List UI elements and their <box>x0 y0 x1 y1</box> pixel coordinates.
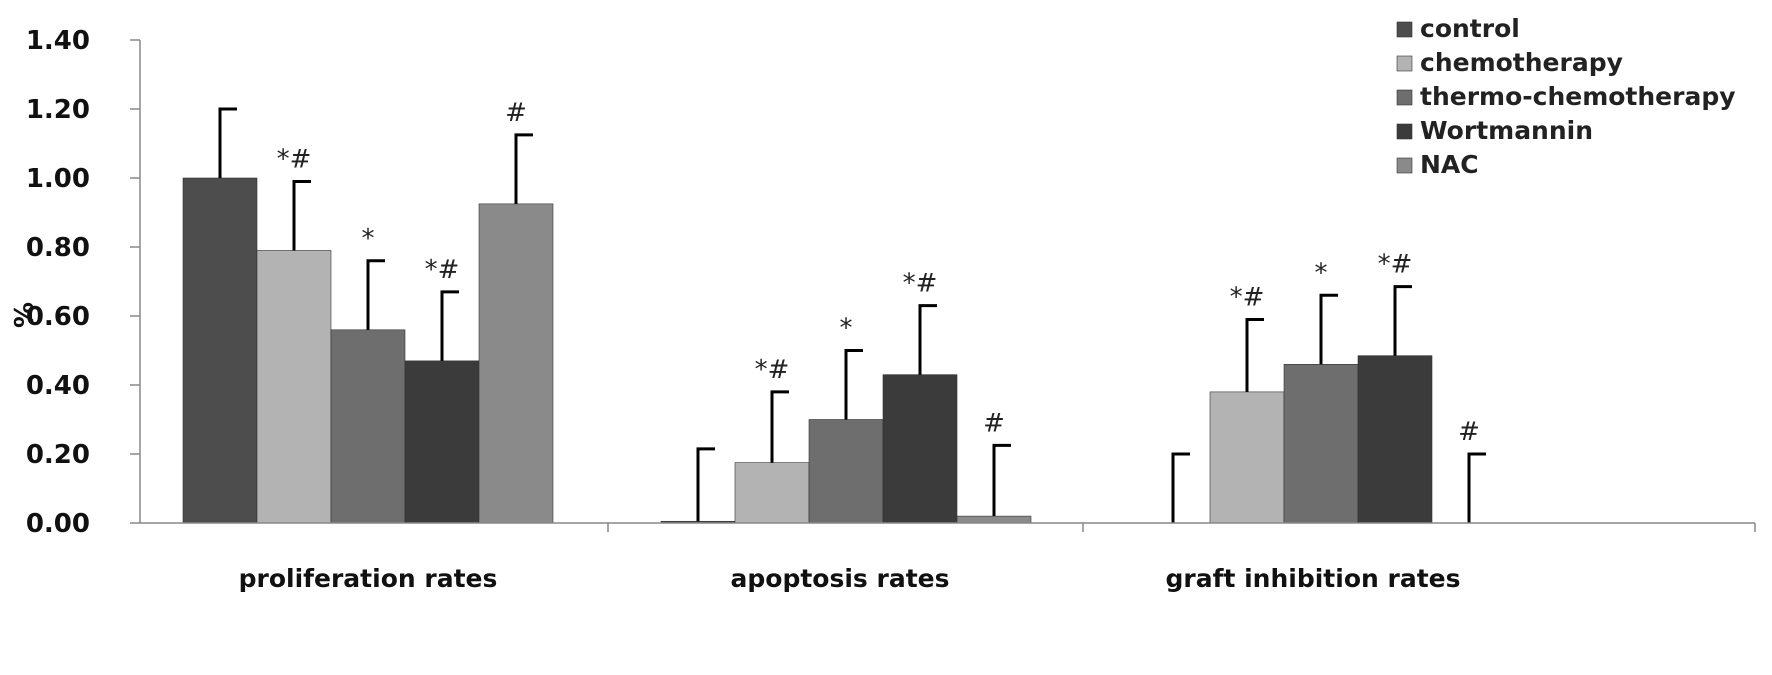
y-tick-label: 0.60 <box>26 302 90 332</box>
y-tick-label: 0.40 <box>26 371 90 401</box>
legend-swatch <box>1396 89 1413 106</box>
y-axis: 0.00 0.20 0.40 0.60 0.80 1.00 1.20 1.40 <box>26 26 140 539</box>
bar <box>478 203 554 524</box>
bar <box>330 329 406 524</box>
bar <box>1209 391 1285 524</box>
legend-label: Wortmannin <box>1420 116 1593 145</box>
legend-label: chemotherapy <box>1420 48 1623 77</box>
bar <box>404 360 480 524</box>
y-tick-label: 0.80 <box>26 233 90 263</box>
bar <box>956 515 1032 524</box>
y-tick-label: 1.40 <box>26 26 90 56</box>
axes <box>139 40 1756 532</box>
error-bars <box>218 107 1486 523</box>
significance-label: * <box>840 314 853 344</box>
significance-label: *# <box>1230 282 1265 312</box>
bar <box>1357 355 1433 524</box>
bar <box>882 374 958 524</box>
x-axis-labels: proliferation rates apoptosis rates graft … <box>239 564 1461 593</box>
x-category-label: apoptosis rates <box>731 564 950 593</box>
bar <box>734 462 810 524</box>
significance-annotations: *# *# *# * * * *# *# *# # # # <box>277 98 1480 447</box>
y-tick-label: 0.20 <box>26 440 90 470</box>
significance-label: * <box>362 224 375 254</box>
significance-label: *# <box>903 269 938 299</box>
x-category-label: proliferation rates <box>239 564 498 593</box>
significance-label: # <box>505 98 527 128</box>
significance-label: * <box>1315 258 1328 288</box>
bar <box>808 419 884 524</box>
legend-swatch <box>1396 55 1413 72</box>
legend-label: NAC <box>1420 150 1479 179</box>
significance-label: *# <box>1378 250 1413 280</box>
y-tick-label: 0.00 <box>26 509 90 539</box>
y-tick-label: 1.20 <box>26 95 90 125</box>
bars <box>182 177 1433 524</box>
x-category-label: graft inhibition rates <box>1165 564 1460 593</box>
significance-label: # <box>1458 417 1480 447</box>
significance-label: *# <box>277 144 312 174</box>
legend-label: control <box>1420 14 1520 43</box>
bar <box>182 177 258 524</box>
legend-label: thermo-chemotherapy <box>1420 82 1736 111</box>
bar <box>256 250 332 524</box>
bar <box>1283 363 1359 524</box>
y-tick-label: 1.00 <box>26 164 90 194</box>
y-axis-label: % <box>10 302 40 328</box>
legend: control chemotherapy thermo-chemotherapy Wo… <box>1396 14 1736 179</box>
significance-label: # <box>983 408 1005 438</box>
significance-label: *# <box>425 255 460 285</box>
significance-label: *# <box>755 355 790 385</box>
legend-swatch <box>1396 123 1413 140</box>
legend-swatch <box>1396 157 1413 174</box>
legend-swatch <box>1396 21 1413 38</box>
